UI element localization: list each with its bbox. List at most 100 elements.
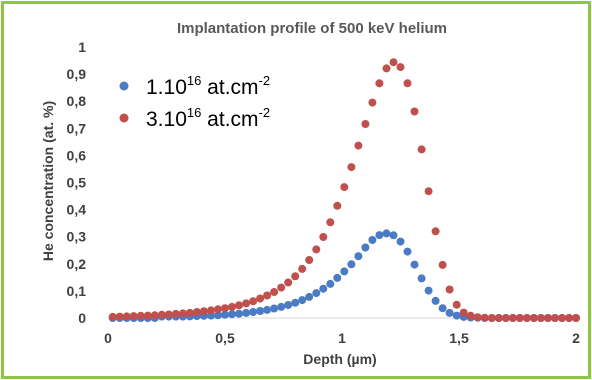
- series-2-point: [368, 98, 377, 107]
- series-2-point: [319, 233, 328, 241]
- legend-marker-series-2: [119, 113, 129, 123]
- series-2-point: [150, 311, 159, 320]
- legend: 1.1016 at.cm-2 3.1016 at.cm-2: [119, 73, 270, 131]
- series-2-point: [410, 107, 419, 116]
- y-tick-label: 0: [78, 310, 86, 326]
- series-1-point: [284, 301, 293, 309]
- x-tick-label: 0,5: [215, 330, 235, 346]
- series-2-point: [136, 311, 145, 320]
- series-2-point: [108, 312, 117, 321]
- series-1-point: [403, 247, 412, 256]
- series-2-point: [438, 260, 447, 269]
- series-2-point: [417, 145, 426, 154]
- series-2-point: [558, 314, 566, 322]
- y-tick-label: 0,9: [67, 66, 87, 82]
- series-2-point: [424, 187, 433, 196]
- series-2-point: [263, 291, 272, 300]
- series-2-point: [192, 308, 201, 316]
- series-1-point: [221, 310, 229, 319]
- series-1-point: [305, 292, 314, 301]
- series-2-point: [445, 285, 454, 294]
- series-2-point: [572, 314, 580, 322]
- series-1-point: [410, 260, 419, 269]
- series-1-point: [277, 302, 286, 311]
- series-2-point: [452, 300, 461, 309]
- series-2-point: [340, 183, 349, 192]
- y-tick-label: 0,5: [67, 175, 87, 191]
- series-1-point: [431, 296, 440, 305]
- series-2-point: [157, 310, 166, 319]
- y-tick-label: 0,6: [67, 147, 87, 163]
- series-2-point: [270, 288, 279, 296]
- series-2-point: [431, 227, 440, 236]
- y-tick-label: 0,1: [67, 283, 87, 299]
- series-2-point: [508, 314, 517, 322]
- series-2-point: [522, 314, 531, 322]
- series-2-point: [171, 309, 180, 318]
- series-1-point: [438, 304, 447, 313]
- series-2-point: [501, 314, 510, 322]
- series-2-point: [291, 272, 300, 281]
- series-1-point: [270, 304, 279, 313]
- series-2-point: [129, 312, 138, 321]
- series-1-point: [375, 231, 384, 240]
- series-2-point: [214, 305, 222, 314]
- series-1-point: [333, 273, 342, 282]
- series-2-point: [473, 313, 482, 322]
- series-2-point: [494, 314, 503, 322]
- legend-label-series-1: 1.1016 at.cm-2: [146, 73, 270, 99]
- series-2-point: [305, 256, 314, 264]
- series-2-point: [565, 314, 573, 322]
- series-2-point: [543, 314, 552, 322]
- y-axis-label: He concentration (at. %): [40, 101, 56, 261]
- series-2-point: [536, 314, 545, 322]
- series-1-point: [389, 231, 398, 240]
- series-1-point: [312, 289, 321, 298]
- series-1-point: [242, 308, 251, 317]
- series-2-point: [199, 307, 208, 316]
- series-2-point: [354, 141, 363, 150]
- series-2-point: [515, 314, 524, 322]
- series-2-point: [284, 278, 293, 287]
- series-2-point: [277, 283, 286, 292]
- y-tick-label: 0,2: [67, 256, 87, 272]
- x-axis-label: Depth (µm): [303, 351, 376, 367]
- series-1-point: [235, 309, 243, 318]
- series-2-point: [312, 245, 321, 254]
- series-2-point: [298, 264, 307, 273]
- series-1-point: [382, 229, 391, 238]
- series-2-point: [143, 311, 152, 320]
- series-1-point: [452, 311, 461, 320]
- series-1-point: [263, 305, 272, 314]
- series-1-point: [354, 252, 363, 261]
- series-1-point: [396, 237, 405, 246]
- series-2-point: [382, 64, 391, 73]
- series-1-point: [326, 279, 335, 288]
- series-1-point: [256, 307, 265, 315]
- y-tick-label: 0,8: [67, 93, 87, 109]
- series-1-point: [368, 236, 377, 244]
- legend-label-series-2: 3.1016 at.cm-2: [146, 105, 270, 131]
- series-2-point: [185, 308, 194, 317]
- series-2-points: [108, 58, 580, 322]
- series-2-point: [466, 311, 475, 320]
- series-2-point: [396, 63, 405, 72]
- y-tick-label: 0,4: [67, 202, 87, 218]
- x-tick-label: 0: [104, 330, 112, 346]
- series-2-point: [333, 201, 342, 210]
- series-2-point: [207, 306, 215, 315]
- series-1-point: [417, 274, 426, 283]
- series-2-point: [228, 302, 236, 311]
- series-1-point: [214, 311, 222, 320]
- series-2-point: [487, 314, 496, 322]
- series-2-point: [529, 314, 538, 322]
- series-2-point: [550, 314, 559, 322]
- series-2-point: [178, 309, 187, 318]
- series-2-point: [249, 297, 258, 306]
- series-2-point: [115, 312, 124, 321]
- x-tick-label: 2: [572, 330, 580, 346]
- series-2-point: [361, 120, 370, 128]
- series-1-point: [298, 296, 307, 305]
- series-1-point: [291, 298, 300, 307]
